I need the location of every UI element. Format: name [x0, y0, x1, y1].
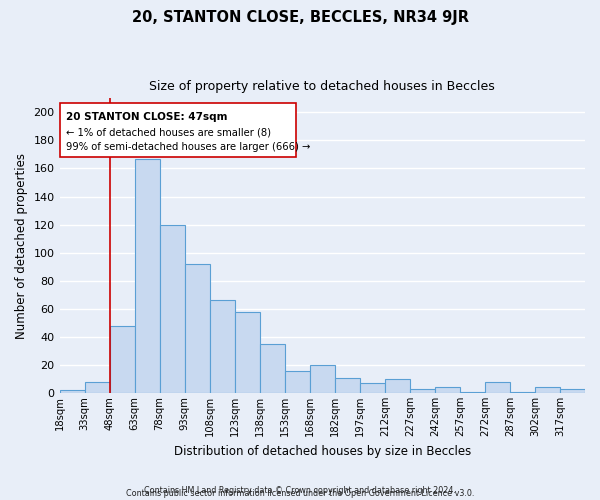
- Bar: [85, 382, 110, 393]
- Text: Contains HM Land Registry data © Crown copyright and database right 2024.: Contains HM Land Registry data © Crown c…: [144, 486, 456, 495]
- Bar: [285, 370, 310, 393]
- Bar: [510, 392, 535, 393]
- Bar: [185, 264, 209, 393]
- Bar: [209, 300, 235, 393]
- Bar: [360, 383, 385, 393]
- Bar: [460, 392, 485, 393]
- X-axis label: Distribution of detached houses by size in Beccles: Distribution of detached houses by size …: [173, 444, 471, 458]
- Bar: [110, 326, 134, 393]
- Text: ← 1% of detached houses are smaller (8): ← 1% of detached houses are smaller (8): [66, 127, 271, 137]
- Bar: [134, 158, 160, 393]
- Title: Size of property relative to detached houses in Beccles: Size of property relative to detached ho…: [149, 80, 495, 93]
- Text: Contains public sector information licensed under the Open Government Licence v3: Contains public sector information licen…: [126, 488, 474, 498]
- Bar: [385, 379, 410, 393]
- Bar: [485, 382, 510, 393]
- Text: 99% of semi-detached houses are larger (666) →: 99% of semi-detached houses are larger (…: [66, 142, 311, 152]
- Bar: [310, 365, 335, 393]
- Text: 20, STANTON CLOSE, BECCLES, NR34 9JR: 20, STANTON CLOSE, BECCLES, NR34 9JR: [131, 10, 469, 25]
- Y-axis label: Number of detached properties: Number of detached properties: [15, 152, 28, 338]
- Text: 20 STANTON CLOSE: 47sqm: 20 STANTON CLOSE: 47sqm: [66, 112, 228, 122]
- Bar: [410, 389, 435, 393]
- Bar: [560, 389, 585, 393]
- Bar: [335, 378, 360, 393]
- Bar: [235, 312, 260, 393]
- Bar: [535, 388, 560, 393]
- Bar: [59, 102, 296, 158]
- Bar: [160, 224, 185, 393]
- Bar: [260, 344, 285, 393]
- Bar: [59, 390, 85, 393]
- Bar: [435, 388, 460, 393]
